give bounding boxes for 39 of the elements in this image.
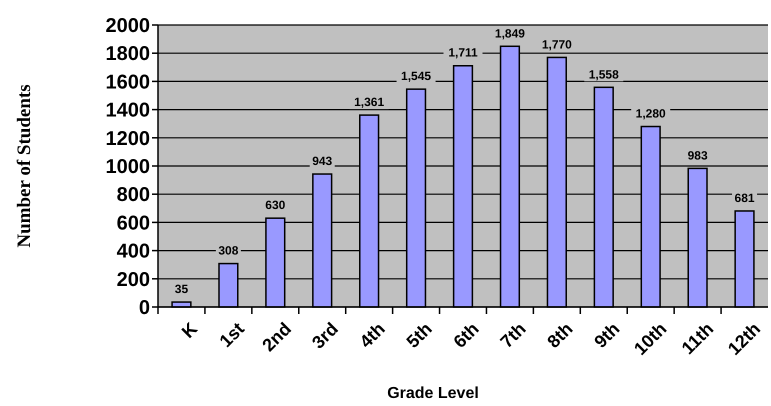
y-tick-label: 0 — [138, 297, 150, 319]
x-tick-label: 8th — [543, 318, 577, 352]
x-axis-title: Grade Level — [387, 385, 479, 402]
data-label: 1,770 — [542, 37, 572, 52]
x-tick-label: 2nd — [258, 318, 296, 356]
data-label: 308 — [218, 244, 239, 258]
data-label: 1,711 — [448, 46, 478, 60]
x-tick-label: 12th — [724, 318, 764, 359]
x-tick-label: 7th — [496, 318, 530, 352]
x-tick-label: 4th — [356, 318, 389, 352]
x-tick-label: K — [178, 318, 202, 342]
data-label: 630 — [265, 198, 286, 212]
y-axis-title: Number of Students — [14, 84, 35, 248]
y-tick-label: 600 — [116, 212, 150, 234]
x-tick-label: 11th — [678, 318, 718, 358]
y-tick-label: 1400 — [106, 100, 150, 122]
data-label: 35 — [174, 282, 188, 296]
data-label: 1,280 — [636, 106, 666, 121]
y-tick-label: 2000 — [106, 15, 150, 37]
data-label: 681 — [734, 190, 755, 205]
y-tick-label: 1600 — [106, 71, 150, 94]
data-label: 1,849 — [494, 26, 526, 40]
y-tick-label: 1800 — [106, 43, 150, 66]
x-tick-label: 9th — [590, 318, 624, 352]
data-label: 943 — [312, 154, 333, 168]
y-tick-label: 800 — [116, 184, 150, 206]
data-label: 983 — [688, 148, 708, 162]
y-tick-label: 200 — [116, 268, 150, 291]
x-tick-label: 10th — [630, 318, 670, 359]
x-tick-label: 1st — [216, 318, 248, 352]
data-label: 1,545 — [401, 69, 432, 84]
data-label: 1,558 — [588, 67, 620, 82]
y-tick-label: 1200 — [106, 128, 150, 150]
x-tick-label: 3rd — [308, 318, 342, 353]
x-tick-label: 6th — [450, 318, 483, 352]
data-label: 1,361 — [354, 95, 384, 110]
x-tick-label: 5th — [402, 318, 436, 352]
y-tick-label: 400 — [116, 240, 150, 263]
y-tick-label: 1000 — [106, 156, 150, 178]
